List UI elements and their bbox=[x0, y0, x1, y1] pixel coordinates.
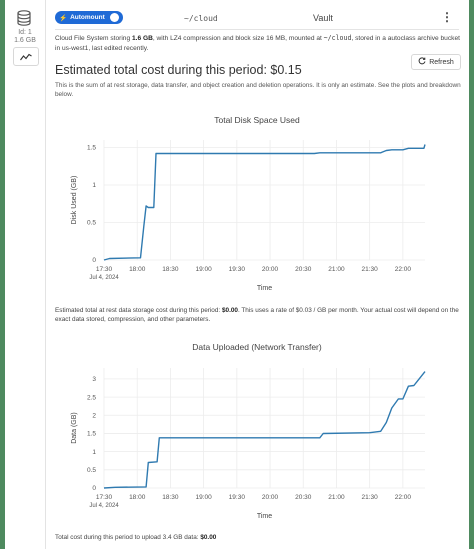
x-tick-label: 22:00 bbox=[395, 494, 412, 501]
x-tick-label: 17:30 bbox=[96, 266, 113, 273]
x-tick-label: 17:30 bbox=[96, 494, 113, 501]
description-suffix: , stored in a autoclass archive bucket i… bbox=[55, 35, 460, 52]
disk-chart-title: Total Disk Space Used bbox=[214, 115, 300, 125]
x-tick-label: 19:30 bbox=[229, 266, 246, 273]
y-tick-label: 1 bbox=[92, 449, 96, 456]
automount-toggle[interactable]: ⚡ Automount bbox=[55, 11, 123, 24]
y-tick-label: 0.5 bbox=[87, 220, 96, 227]
x-tick-label: 18:30 bbox=[162, 494, 179, 501]
upload-chart-title: Data Uploaded (Network Transfer) bbox=[192, 342, 322, 352]
x-date-label: Jul 4, 2024 bbox=[89, 275, 119, 281]
refresh-label: Refresh bbox=[429, 58, 454, 66]
filesystem-id: Id: 1 bbox=[18, 29, 32, 36]
description-mount: ~/cloud bbox=[323, 34, 352, 42]
app-frame: Id: 1 1.6 GB ⚡ Automount ~/cloud Vault ⋮… bbox=[5, 0, 469, 549]
cost-subtitle: This is the sum of at rest storage, data… bbox=[55, 82, 461, 98]
x-tick-label: 21:00 bbox=[328, 266, 345, 273]
database-icon bbox=[17, 10, 31, 31]
data-uploaded-chart: 17:30 18:00 18:30 19:00 19:30 20:00 20:30 21:00… bbox=[71, 368, 426, 520]
x-tick-label: 21:30 bbox=[362, 494, 379, 501]
y-tick-label: 1 bbox=[92, 182, 96, 189]
storage-note-prefix: Estimated total at rest data storage cos… bbox=[55, 307, 222, 314]
series-line bbox=[103, 144, 426, 261]
storage-cost-note: Estimated total at rest data storage cos… bbox=[55, 306, 461, 324]
x-tick-label: 20:30 bbox=[295, 494, 312, 501]
description-middle: , with LZ4 compression and block size 16… bbox=[152, 35, 324, 42]
chart-line-icon bbox=[20, 48, 32, 66]
x-tick-label: 20:00 bbox=[262, 494, 279, 501]
x-tick-label: 22:00 bbox=[395, 266, 412, 273]
y-tick-label: 1.5 bbox=[87, 145, 96, 152]
chart-button[interactable] bbox=[13, 47, 39, 66]
y-tick-label: 2 bbox=[92, 412, 96, 419]
y-tick-label: 0 bbox=[92, 257, 96, 264]
x-tick-label: 18:30 bbox=[162, 266, 179, 273]
bolt-icon: ⚡ bbox=[59, 14, 68, 22]
y-tick-label: 3 bbox=[92, 376, 96, 383]
y-tick-label: 2.5 bbox=[87, 394, 96, 401]
x-tick-label: 19:00 bbox=[195, 266, 212, 273]
filesystem-size: 1.6 GB bbox=[14, 37, 36, 44]
x-tick-label: 18:00 bbox=[129, 266, 146, 273]
x-date-label: Jul 4, 2024 bbox=[89, 503, 119, 509]
description-size: 1.6 GB bbox=[131, 35, 153, 42]
x-tick-label: 21:30 bbox=[362, 266, 379, 273]
y-tick-label: 1.5 bbox=[87, 431, 96, 438]
x-tick-label: 19:00 bbox=[195, 494, 212, 501]
x-axis-title: Time bbox=[257, 285, 272, 292]
filesystem-description: Cloud File System storing 1.6 GB, with L… bbox=[55, 34, 461, 53]
storage-note-amount: $0.00 bbox=[221, 307, 238, 314]
cost-title: Estimated total cost during this period:… bbox=[55, 63, 302, 77]
toggle-knob bbox=[109, 13, 119, 22]
upload-note-amount: $0.00 bbox=[200, 534, 217, 541]
filesystem-sidebar: Id: 1 1.6 GB bbox=[5, 0, 46, 549]
storage-note-suffix: . This uses a rate of $0.03 / GB per mon… bbox=[55, 307, 459, 323]
disk-space-chart: 17:30 18:00 18:30 19:00 19:30 20:00 20:30 21:00… bbox=[71, 140, 426, 292]
upload-note-prefix: Total cost during this period to upload … bbox=[55, 534, 201, 541]
y-axis-title: Disk Used (GB) bbox=[71, 176, 78, 225]
automount-label: Automount bbox=[70, 14, 105, 21]
mount-path: ~/cloud bbox=[184, 14, 218, 23]
y-tick-label: 0.5 bbox=[87, 467, 96, 474]
kebab-menu-icon[interactable]: ⋮ bbox=[441, 10, 453, 24]
y-axis-title: Data (GB) bbox=[71, 412, 78, 444]
description-prefix: Cloud File System storing bbox=[55, 35, 132, 42]
header-bar: ⚡ Automount ~/cloud Vault ⋮ bbox=[55, 9, 459, 30]
refresh-button[interactable]: Refresh bbox=[411, 54, 461, 70]
refresh-icon bbox=[418, 57, 426, 67]
x-axis-title: Time bbox=[257, 513, 272, 520]
x-tick-label: 20:30 bbox=[295, 266, 312, 273]
x-tick-label: 18:00 bbox=[129, 494, 146, 501]
x-tick-label: 19:30 bbox=[229, 494, 246, 501]
series-line bbox=[103, 371, 426, 489]
upload-cost-note: Total cost during this period to upload … bbox=[55, 533, 461, 542]
vault-title: Vault bbox=[313, 13, 333, 23]
y-tick-label: 0 bbox=[92, 485, 96, 492]
x-tick-label: 21:00 bbox=[328, 494, 345, 501]
x-tick-label: 20:00 bbox=[262, 266, 279, 273]
